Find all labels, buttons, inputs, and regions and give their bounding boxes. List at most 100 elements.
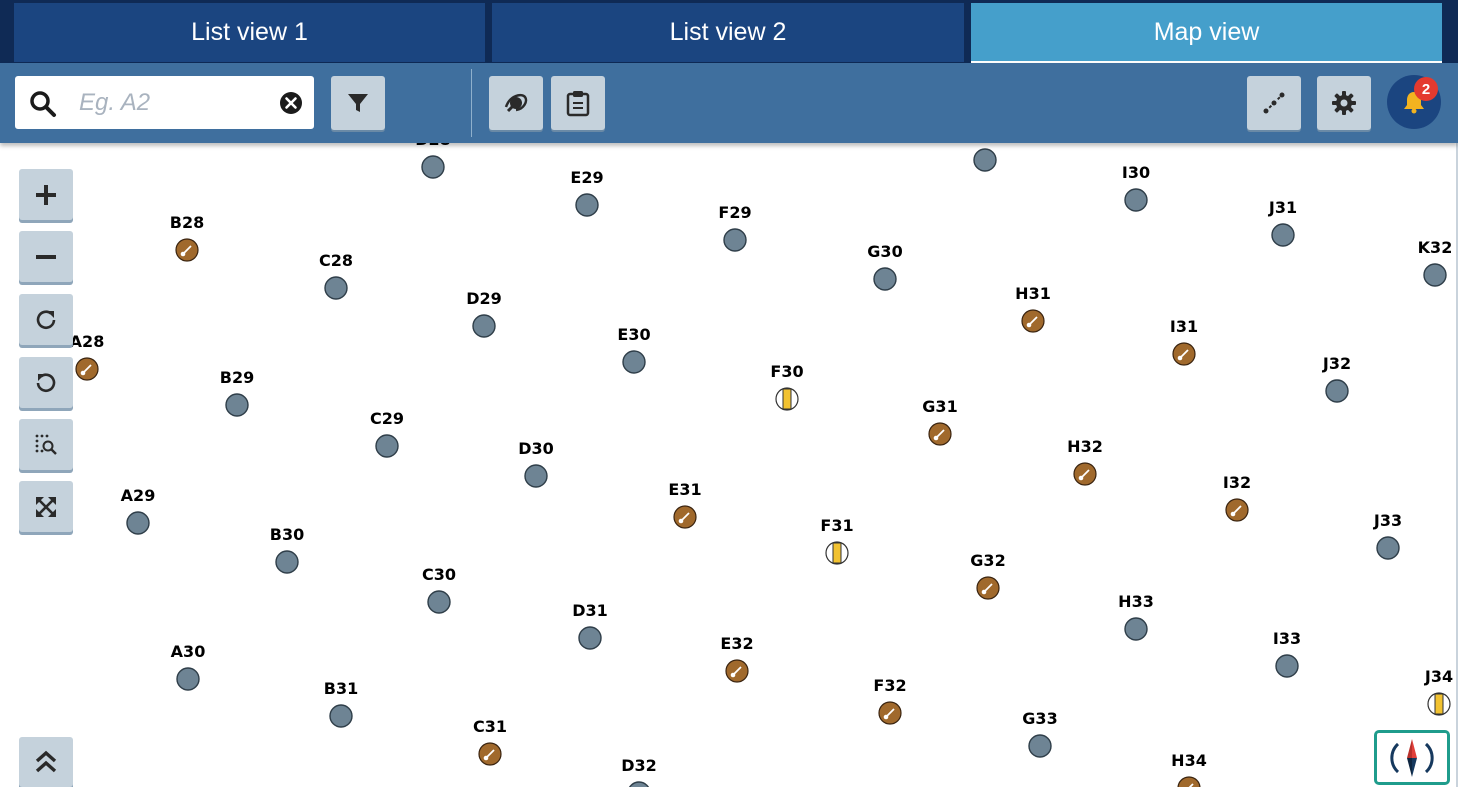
zoom-in-button[interactable]: [19, 169, 73, 220]
clear-search-icon[interactable]: [279, 91, 303, 120]
plot-marker[interactable]: [578, 626, 602, 650]
plot-marker[interactable]: [1225, 498, 1249, 522]
plot-marker[interactable]: [225, 393, 249, 417]
plot-marker[interactable]: [275, 550, 299, 574]
plot-marker[interactable]: [825, 541, 849, 565]
toolbar: [0, 63, 1458, 143]
zoom-out-icon: [36, 254, 56, 259]
plot-marker[interactable]: [628, 781, 650, 787]
plot-marker[interactable]: [1423, 263, 1447, 287]
plot-marker[interactable]: [673, 505, 697, 529]
plot-marker[interactable]: [329, 704, 353, 728]
plot-marker[interactable]: [575, 193, 599, 217]
plot-marker[interactable]: [622, 350, 646, 374]
plot-marker[interactable]: [878, 701, 902, 725]
compass-button[interactable]: [1374, 730, 1450, 785]
plot-dot: [622, 350, 646, 374]
redo-button[interactable]: [19, 294, 73, 345]
whip-mark-dot: [981, 589, 987, 595]
plot-dot: [1124, 617, 1148, 641]
plot-label: D30: [518, 439, 554, 458]
plot-marker[interactable]: [1275, 654, 1299, 678]
plot-dot: [324, 276, 348, 300]
plot-marker[interactable]: [775, 387, 799, 411]
plot-label: C30: [422, 565, 456, 584]
plot-marker[interactable]: [1271, 223, 1295, 247]
plot-marker[interactable]: [1028, 734, 1052, 758]
plot-marker[interactable]: [928, 422, 952, 446]
tab-bar: List view 1 List view 2 Map view: [0, 0, 1458, 63]
plot-marker[interactable]: [324, 276, 348, 300]
plot-marker[interactable]: [175, 238, 199, 262]
tab-list-view-1[interactable]: List view 1: [14, 3, 485, 62]
plot-marker[interactable]: [478, 742, 502, 766]
plot-label: I30: [1122, 163, 1150, 182]
plot-marker[interactable]: [126, 511, 150, 535]
plot-dot: [1124, 188, 1148, 212]
plot-marker[interactable]: [976, 576, 1000, 600]
tab-list-view-2[interactable]: List view 2: [492, 3, 964, 62]
plot-marker[interactable]: [1172, 342, 1196, 366]
expand-panel-button[interactable]: [19, 737, 73, 787]
plot-label: E31: [668, 480, 701, 499]
plot-label: A28: [70, 332, 105, 351]
plot-label: J31: [1268, 198, 1297, 217]
plot-label: J33: [1373, 511, 1402, 530]
toolbar-divider: [471, 69, 472, 137]
plot-marker[interactable]: [427, 590, 451, 614]
plot-marker[interactable]: [1325, 379, 1349, 403]
zoom-out-button[interactable]: [19, 231, 73, 282]
plot-marker[interactable]: [524, 464, 548, 488]
plot-dot-brown: [1177, 776, 1201, 787]
plot-label: D28: [415, 143, 451, 149]
plot-map[interactable]: D28 E29 F29 I30 J31 K32 B28 C28 G30 D29 H31 I31 A28 E…: [0, 143, 1458, 787]
zoom-to-selection-button[interactable]: [19, 419, 73, 470]
plot-marker[interactable]: [725, 659, 749, 683]
plot-marker[interactable]: [176, 667, 200, 691]
map-canvas[interactable]: D28 E29 F29 I30 J31 K32 B28 C28 G30 D29 H31 I31 A28 E…: [0, 143, 1458, 787]
fullscreen-button[interactable]: [19, 481, 73, 532]
plot-dot: [1325, 379, 1349, 403]
plot-marker[interactable]: [421, 155, 445, 179]
plot-dot: [628, 781, 650, 787]
whip-mark-dot: [883, 714, 889, 720]
undo-button[interactable]: [19, 357, 73, 408]
plot-label: G32: [970, 551, 1005, 570]
plot-dot: [524, 464, 548, 488]
measure-button[interactable]: [1247, 76, 1301, 130]
whip-mark-dot: [933, 435, 939, 441]
plot-marker[interactable]: [1021, 309, 1045, 333]
plot-marker[interactable]: [1376, 536, 1400, 560]
measure-icon: [1263, 92, 1285, 114]
plot-marker[interactable]: [1073, 462, 1097, 486]
plot-marker[interactable]: [1124, 188, 1148, 212]
plot-label: D32: [621, 756, 657, 775]
plot-label: C29: [370, 409, 404, 428]
plot-label: E30: [617, 325, 650, 344]
plot-marker[interactable]: [472, 314, 496, 338]
plot-label: B28: [170, 213, 204, 232]
whip-mark-dot: [730, 672, 736, 678]
plot-marker[interactable]: [1177, 776, 1201, 787]
plot-marker[interactable]: [375, 434, 399, 458]
plot-label: C31: [473, 717, 507, 736]
plot-marker[interactable]: [873, 267, 897, 291]
plot-marker[interactable]: [1124, 617, 1148, 641]
plot-label: H34: [1171, 751, 1207, 770]
plot-dot: [225, 393, 249, 417]
clipboard-button[interactable]: [551, 76, 605, 130]
settings-button[interactable]: [1317, 76, 1371, 130]
plot-marker[interactable]: [1427, 692, 1451, 716]
filter-button[interactable]: [331, 76, 385, 130]
plot-marker[interactable]: [973, 148, 997, 172]
plot-label: I33: [1273, 629, 1301, 648]
plot-marker[interactable]: [75, 357, 99, 381]
plot-dot: [723, 228, 747, 252]
whip-button[interactable]: [489, 76, 543, 130]
plot-marker[interactable]: [723, 228, 747, 252]
whip-mark-dot: [80, 370, 86, 376]
plot-dot: [578, 626, 602, 650]
tab-map-view[interactable]: Map view: [971, 3, 1442, 63]
gear-icon: [1332, 91, 1356, 115]
search-input[interactable]: [77, 86, 281, 120]
